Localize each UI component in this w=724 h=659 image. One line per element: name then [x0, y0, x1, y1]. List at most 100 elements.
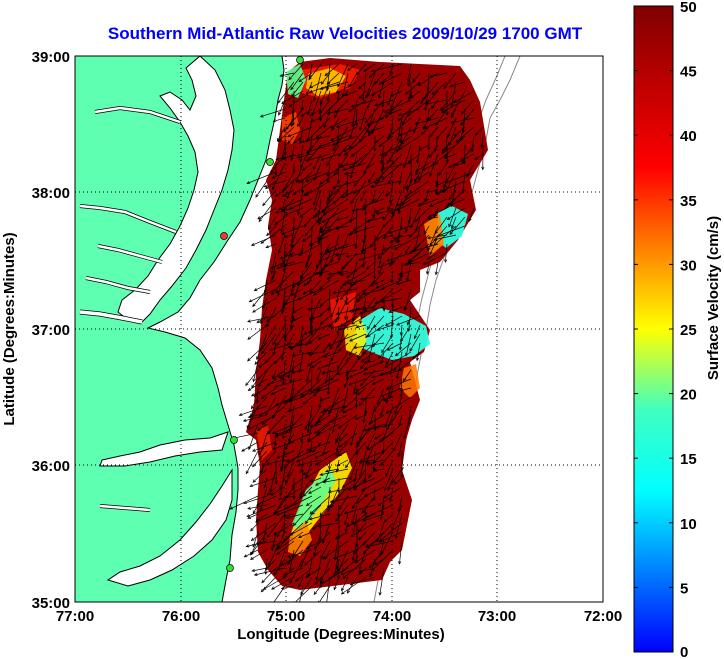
velocity-arrowhead	[299, 214, 304, 218]
velocity-arrow	[408, 72, 412, 87]
velocity-arrowhead	[308, 517, 313, 521]
velocity-arrowhead	[300, 439, 304, 443]
velocity-arrow	[258, 441, 268, 455]
station-marker[interactable]	[296, 56, 304, 64]
velocity-arrow	[311, 504, 322, 515]
velocity-arrow	[291, 144, 295, 161]
velocity-arrowhead	[323, 354, 328, 358]
velocity-arrow	[319, 513, 322, 542]
velocity-arrowhead	[326, 162, 330, 167]
velocity-arrowhead	[449, 84, 454, 88]
velocity-arrow	[370, 270, 385, 287]
velocity-arrowhead	[370, 69, 375, 73]
velocity-arrowhead	[281, 435, 286, 440]
velocity-arrowhead	[306, 545, 310, 550]
station-marker[interactable]	[220, 232, 228, 240]
velocity-arrow	[426, 189, 439, 193]
velocity-arrowhead	[297, 463, 301, 467]
velocity-arrowhead	[455, 139, 460, 143]
velocity-arrowhead	[247, 387, 252, 391]
velocity-arrowhead	[286, 474, 291, 478]
velocity-arrow	[460, 108, 475, 126]
velocity-arrowhead	[296, 155, 301, 159]
velocity-arrowhead	[433, 214, 437, 218]
velocity-arrowhead	[296, 459, 300, 463]
velocity-arrow	[272, 441, 295, 450]
velocity-arrowhead	[282, 400, 287, 405]
velocity-arrowhead	[267, 431, 271, 435]
velocity-arrowhead	[415, 168, 419, 173]
velocity-arrowhead	[282, 234, 287, 238]
velocity-arrow	[386, 378, 412, 390]
velocity-arrow	[319, 396, 322, 408]
velocity-arrowhead	[250, 551, 254, 556]
velocity-arrowhead	[277, 250, 281, 254]
velocity-arrow	[297, 288, 322, 300]
velocity-arrowhead	[349, 582, 354, 586]
velocity-arrowhead	[269, 488, 273, 493]
velocity-arrowhead	[261, 350, 265, 355]
velocity-arrow	[391, 153, 403, 165]
chart-title: Southern Mid-Atlantic Raw Velocities 200…	[108, 24, 583, 43]
velocity-arrowhead	[444, 155, 448, 159]
velocity-arrow	[398, 108, 421, 116]
velocity-arrowhead	[252, 378, 256, 383]
velocity-arrowhead	[273, 442, 278, 447]
velocity-arrow	[302, 378, 322, 398]
velocity-arrowhead	[336, 463, 340, 467]
velocity-arrow	[372, 441, 394, 464]
y-tick-label: 39:00	[32, 49, 70, 66]
velocity-arrowhead	[326, 276, 331, 280]
velocity-arrow	[307, 99, 313, 115]
velocity-arrow	[291, 279, 295, 293]
velocity-arrow	[436, 126, 448, 140]
velocity-arrowhead	[247, 426, 252, 430]
velocity-arrowhead	[366, 446, 370, 450]
velocity-arrow	[395, 225, 403, 243]
velocity-arrowhead	[261, 579, 265, 584]
velocity-arrow	[295, 567, 313, 582]
velocity-arrowhead	[292, 192, 297, 196]
velocity-arrowhead	[349, 175, 353, 179]
velocity-arrowhead	[372, 460, 376, 465]
velocity-arrowhead	[364, 544, 369, 548]
station-marker[interactable]	[266, 158, 274, 166]
velocity-arrowhead	[424, 107, 428, 112]
velocity-arrowhead	[344, 93, 348, 97]
velocity-arrowhead	[357, 356, 361, 361]
velocity-arrow	[309, 81, 340, 93]
velocity-arrowhead	[360, 382, 364, 387]
velocity-arrow	[252, 441, 277, 452]
velocity-arrowhead	[266, 318, 270, 323]
station-marker[interactable]	[230, 436, 238, 444]
velocity-arrowhead	[295, 179, 299, 184]
velocity-arrowhead	[260, 240, 265, 244]
velocity-arrowhead	[316, 366, 321, 370]
velocity-arrowhead	[344, 316, 348, 321]
velocity-arrow	[322, 369, 340, 374]
velocity-arrowhead	[314, 482, 319, 486]
velocity-arrow	[251, 378, 259, 389]
velocity-arrow	[371, 288, 394, 310]
velocity-arrow	[283, 522, 304, 541]
velocity-arrow	[371, 549, 394, 572]
velocity-arrow	[322, 477, 349, 483]
velocity-arrowhead	[409, 179, 413, 184]
velocity-arrowhead	[253, 287, 258, 291]
velocity-arrowhead	[390, 210, 395, 215]
velocity-arrow	[270, 270, 277, 281]
velocity-arrowhead	[362, 372, 367, 376]
velocity-arrow	[278, 369, 295, 378]
velocity-arrow	[282, 360, 286, 385]
velocity-arrow	[301, 135, 331, 143]
velocity-arrow	[257, 540, 277, 545]
velocity-arrowhead	[266, 461, 270, 466]
velocity-arrow	[462, 153, 466, 164]
velocity-arrow	[328, 180, 349, 198]
velocity-arrowhead	[414, 178, 418, 183]
velocity-arrowhead	[277, 138, 282, 143]
tributary-rappahannock-inner	[97, 244, 163, 264]
velocity-arrow	[380, 72, 403, 85]
station-marker[interactable]	[226, 564, 234, 572]
velocity-arrowhead	[382, 307, 386, 312]
